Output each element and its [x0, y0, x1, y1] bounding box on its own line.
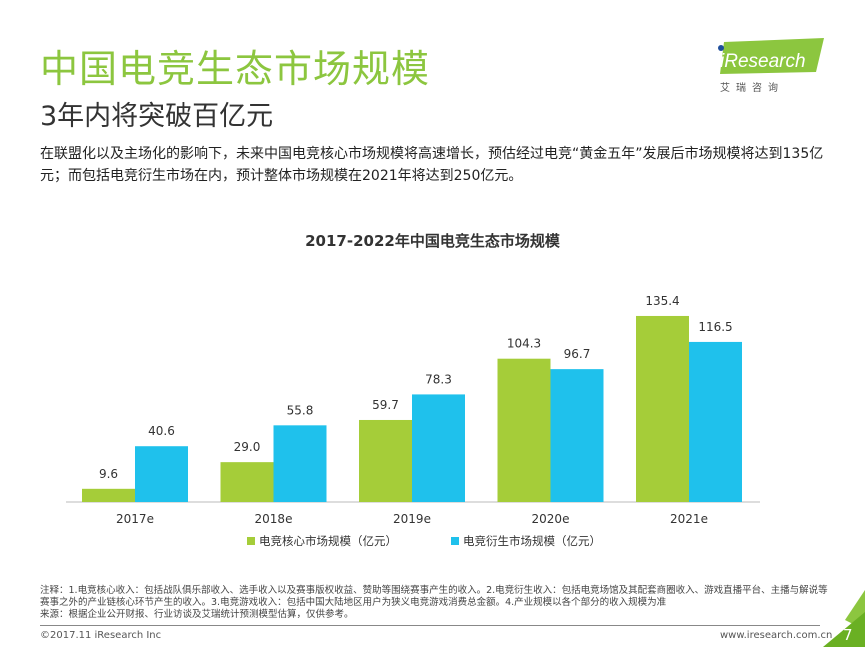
- chart-title: 2017-2022年中国电竞生态市场规模: [305, 232, 560, 250]
- data-label: 135.4: [645, 294, 679, 308]
- data-label: 9.6: [99, 467, 118, 481]
- data-label: 59.7: [372, 398, 399, 412]
- footer-divider: [40, 625, 820, 626]
- data-label: 78.3: [425, 372, 452, 386]
- page-subtitle: 3年内将突破百亿元: [40, 101, 274, 132]
- legend-swatch: [247, 537, 255, 545]
- copyright: ©2017.11 iResearch Inc: [40, 630, 162, 641]
- bar: [220, 462, 274, 502]
- x-tick-label: 2017e: [116, 512, 154, 526]
- data-label: 104.3: [507, 337, 541, 351]
- x-tick-label: 2019e: [393, 512, 431, 526]
- iresearch-logo: iResearch 艾瑞咨询: [718, 38, 824, 94]
- website-link[interactable]: www.iresearch.com.cn: [720, 630, 833, 641]
- x-tick-label: 2018e: [255, 512, 293, 526]
- page-number: 7: [843, 626, 853, 644]
- data-label: 116.5: [698, 320, 732, 334]
- legend-label: 电竞衍生市场规模（亿元）: [463, 534, 601, 548]
- bar: [689, 341, 742, 502]
- description: 在联盟化以及主场化的影响下，未来中国电竞核心市场规模将高速增长，预估经过电竞“黄…: [40, 146, 824, 184]
- corner-decoration: [823, 590, 865, 647]
- bar: [273, 425, 327, 502]
- bar: [497, 358, 551, 502]
- legend-label: 电竞核心市场规模（亿元）: [259, 534, 397, 548]
- svg-text:iResearch: iResearch: [720, 51, 806, 72]
- x-tick-label: 2020e: [532, 512, 570, 526]
- bar: [135, 446, 188, 502]
- data-label: 29.0: [234, 440, 261, 454]
- footnotes: 注释：1.电竞核心收入：包括战队俱乐部收入、选手收入以及赛事版权收益、赞助等围绕…: [40, 585, 830, 621]
- bar: [550, 369, 604, 502]
- data-label: 40.6: [148, 424, 175, 438]
- legend-item-core: 电竞核心市场规模（亿元）: [247, 533, 397, 549]
- bar: [412, 394, 465, 502]
- data-label: 96.7: [564, 347, 591, 361]
- bar-chart: 9.6 40.6 2017e 29.0 55.8 2018e 59.7 78.3 2019e 10…: [66, 294, 760, 526]
- bar: [359, 419, 412, 502]
- x-tick-label: 2021e: [670, 512, 708, 526]
- legend-swatch: [451, 537, 459, 545]
- source-text: 来源：根据企业公开财报、行业访谈及艾瑞统计预测模型估算，仅供参考。: [40, 609, 354, 620]
- notes-text: 注释：1.电竞核心收入：包括战队俱乐部收入、选手收入以及赛事版权收益、赞助等围绕…: [40, 585, 828, 608]
- data-label: 55.8: [287, 403, 314, 417]
- bar: [636, 315, 689, 502]
- bar: [82, 488, 135, 502]
- page-title: 中国电竞生态市场规模: [40, 47, 431, 91]
- legend-item-derivative: 电竞衍生市场规模（亿元）: [451, 533, 601, 549]
- svg-text:艾瑞咨询: 艾瑞咨询: [720, 81, 784, 94]
